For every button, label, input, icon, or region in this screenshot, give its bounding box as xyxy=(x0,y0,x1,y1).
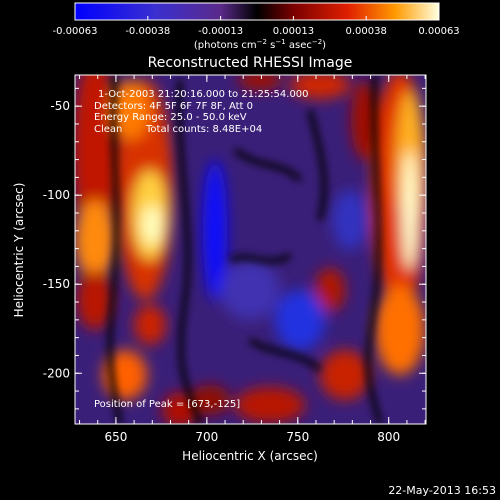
image-title: Reconstructed RHESSI Image xyxy=(148,55,353,71)
image-annotations: 1-Oct-2003 21:20:16.000 to 21:25:54.000 … xyxy=(94,89,309,410)
peak-position-label: Position of Peak = [673,-125] xyxy=(94,399,240,410)
x-tick-label: 700 xyxy=(195,430,218,444)
y-axis-ticks: -50 -100 -150 -200 xyxy=(43,87,426,410)
y-tick-label: -200 xyxy=(43,366,70,380)
footer-timestamp: 22-May-2013 16:53 xyxy=(388,484,496,497)
colorbar-tick-label: -0.00063 xyxy=(53,26,98,37)
energy-range-label: Energy Range: 25.0 - 50.0 keV xyxy=(94,112,247,123)
x-axis-label: Heliocentric X (arcsec) xyxy=(182,449,318,463)
colorbar: -0.00063 -0.00038 -0.00013 0.00013 0.00038 0.… xyxy=(53,2,460,51)
colorbar-tick-label: 0.00038 xyxy=(346,26,387,37)
y-tick-label: -50 xyxy=(50,99,70,113)
plot-frame xyxy=(74,74,427,425)
rhessi-image xyxy=(75,75,426,424)
colorbar-tick-label: 0.00063 xyxy=(418,26,459,37)
y-axis-label: Heliocentric Y (arcsec) xyxy=(12,183,26,318)
time-range-label: 1-Oct-2003 21:20:16.000 to 21:25:54.000 xyxy=(98,89,309,100)
colorbar-tick-label: 0.00013 xyxy=(273,26,314,37)
x-tick-label: 800 xyxy=(377,430,400,444)
colorbar-ticks: -0.00063 -0.00038 -0.00013 0.00013 0.00038 0.… xyxy=(53,16,460,37)
colorbar-unit-label: (photons cm−2 s−1 asec−2) xyxy=(194,38,326,51)
total-counts-label: Total counts: 8.48E+04 xyxy=(145,124,262,135)
colorbar-tick-label: -0.00013 xyxy=(198,26,243,37)
x-tick-label: 650 xyxy=(104,430,127,444)
y-tick-label: -150 xyxy=(43,277,70,291)
detectors-label: Detectors: 4F 5F 6F 7F 8F, Att 0 xyxy=(94,101,253,112)
x-tick-label: 750 xyxy=(286,430,309,444)
y-tick-label: -100 xyxy=(43,188,70,202)
clean-label: Clean xyxy=(94,124,122,135)
colorbar-tick-label: -0.00038 xyxy=(125,26,170,37)
colorbar-gradient xyxy=(74,2,440,21)
x-axis-ticks: 650 700 750 800 xyxy=(79,75,426,444)
